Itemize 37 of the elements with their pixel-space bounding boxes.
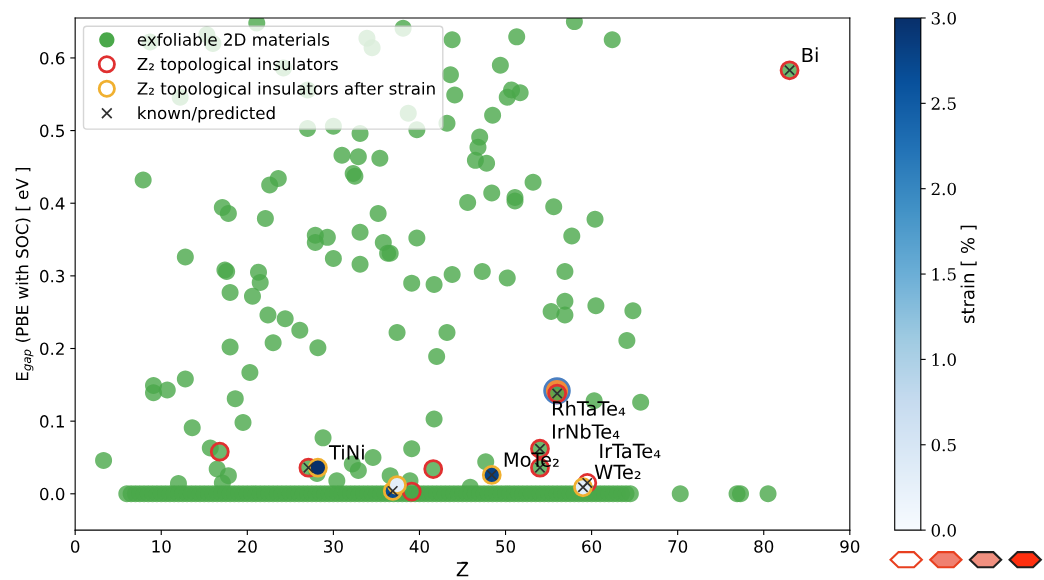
legend-label: Z₂ topological insulators: [137, 57, 338, 74]
color-bar-label: 0.5: [931, 438, 956, 452]
x-tick-label: 80: [754, 540, 774, 553]
x-tick-label: 50: [496, 540, 516, 553]
y-tick-label: 0.3: [40, 269, 65, 283]
legend-label: exfoliable 2D materials: [137, 32, 330, 46]
color-bar-label: 1.5: [932, 268, 956, 281]
x-tick-label: 90: [840, 540, 860, 553]
annotation: TiNi: [328, 444, 364, 460]
x-axis-title: Z̄: [456, 561, 469, 577]
x-tick-label: 10: [152, 540, 171, 553]
x-tick-label: 70: [668, 540, 688, 553]
x-tick-label: 0: [70, 540, 80, 553]
legend-label: known/predicted: [138, 106, 275, 123]
color-bar-label: 0.0: [931, 524, 956, 537]
y-tick-label: 0.0: [40, 487, 65, 501]
x-tick-label: 20: [237, 540, 257, 553]
x-tick-label: 30: [324, 540, 343, 553]
color-bar-title: strain [ % ]: [960, 225, 977, 324]
annotation: IrTaTe₄: [600, 443, 661, 459]
y-tick-label: 0.1: [40, 415, 64, 428]
annotation: WTe₂: [594, 464, 641, 480]
color-bar-label: 1.0: [932, 353, 956, 366]
x-tick-label: 40: [409, 540, 429, 553]
annotation: IrNbTe₄: [552, 423, 620, 439]
y-tick-label: 0.5: [40, 124, 64, 138]
y-tick-label: 0.2: [40, 342, 64, 356]
legend-label: Z₂ topological insulators after strain: [137, 81, 435, 99]
annotation: RhTaTe₄: [552, 400, 626, 416]
y-axis-title: E$_{gap}$ (PBE with SOC) [ eV ]: [15, 167, 34, 381]
y-tick-label: 0.6: [40, 51, 65, 65]
color-bar-label: 2.5: [931, 97, 956, 110]
annotation: Bi: [802, 47, 818, 63]
color-bar-label: 3.0: [931, 11, 956, 25]
x-tick-label: 60: [582, 540, 602, 553]
color-bar-label: 2.0: [931, 182, 956, 196]
y-tick-label: 0.4: [40, 197, 65, 210]
